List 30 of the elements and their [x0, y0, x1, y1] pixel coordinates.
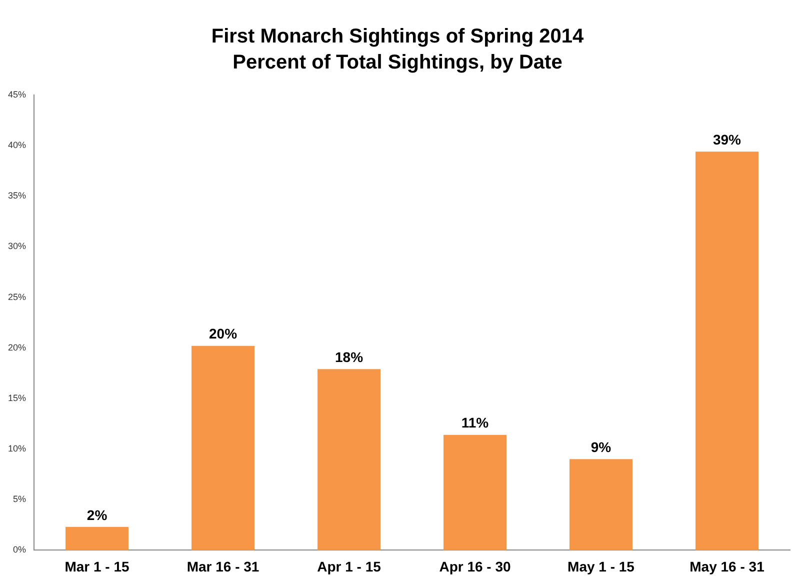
data-label: 39%: [712, 132, 742, 148]
bar: [318, 369, 381, 550]
y-tick-label: 25%: [8, 292, 26, 302]
bar: [444, 434, 507, 550]
bar: [570, 459, 633, 550]
x-tick-label: May 1 - 15: [568, 558, 635, 574]
x-tick-label: Mar 16 - 31: [186, 558, 260, 574]
y-tick-label: 30%: [8, 241, 26, 252]
y-tick-label: 10%: [8, 444, 26, 454]
y-tick-label: 15%: [8, 392, 26, 403]
y-tick-label: 40%: [8, 140, 26, 150]
y-tick-label: 20%: [8, 342, 26, 352]
x-tick-label: Apr 16 - 30: [439, 558, 512, 574]
chart-subtitle: Percent of Total Sightings, by Date: [232, 52, 562, 74]
x-tick-label: Apr 1 - 15: [317, 558, 382, 574]
y-tick-label: 35%: [8, 190, 26, 201]
data-label: 2%: [86, 506, 108, 523]
data-label: 18%: [334, 348, 364, 365]
data-label: 9%: [590, 439, 612, 456]
chart-title: First Monarch Sightings of Spring 2014: [211, 26, 585, 48]
y-tick-label: 0%: [13, 544, 26, 555]
bar: [696, 152, 758, 550]
x-tick-label: Mar 1 - 15: [64, 558, 130, 574]
data-label: 11%: [461, 414, 490, 431]
y-tick-label: 45%: [8, 89, 26, 100]
bar: [66, 526, 129, 550]
y-tick-label: 5%: [13, 494, 26, 504]
bar: [192, 346, 255, 550]
data-label: 20%: [208, 326, 238, 342]
x-tick-label: May 16 - 31: [690, 558, 765, 574]
